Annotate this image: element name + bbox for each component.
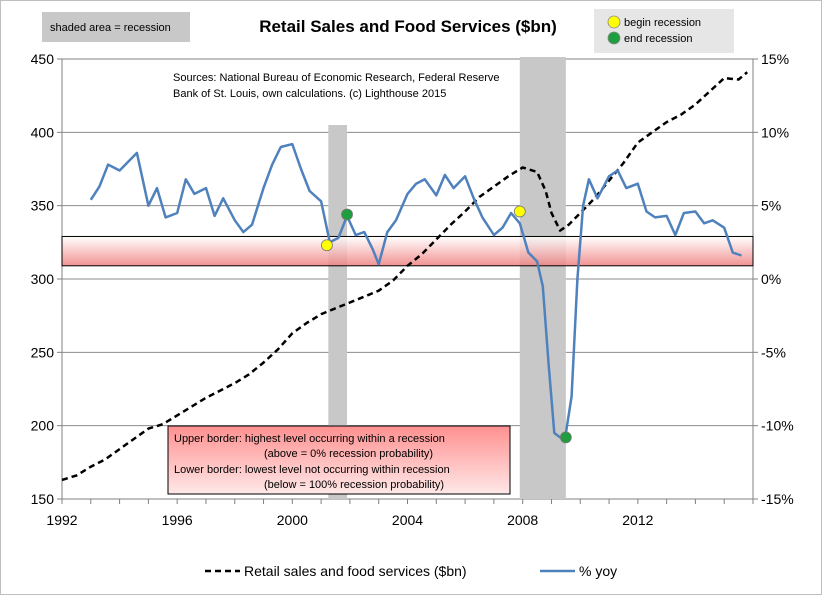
recession-shading — [328, 57, 566, 499]
left-tick-label: 400 — [31, 124, 55, 140]
recession-markers — [320, 205, 572, 444]
right-tick-label: -5% — [761, 344, 786, 360]
x-tick-label: 2008 — [507, 512, 538, 528]
x-tick-label: 2012 — [622, 512, 653, 528]
right-tick-label: 5% — [761, 198, 781, 214]
x-axis-ticks: 1992 1996 2000 2004 2008 2012 — [46, 499, 754, 528]
begin-recession-legend-text: begin recession — [624, 17, 701, 29]
left-tick-label: 450 — [31, 51, 55, 67]
retail-sales-line — [61, 71, 749, 482]
right-tick-label: -15% — [761, 491, 794, 507]
right-axis-ticks: -15% -10% -5% 0% 5% 10% 15% — [753, 51, 794, 507]
end-recession-marker — [341, 208, 353, 221]
shading-legend-text: shaded area = recession — [50, 22, 171, 34]
recession-shade — [519, 57, 566, 499]
band-note-box — [167, 425, 511, 495]
end-recession-legend-text: end recession — [624, 33, 693, 45]
end-recession-legend-icon — [607, 31, 621, 45]
series-layer — [61, 71, 749, 482]
yoy-line — [89, 142, 742, 439]
right-tick-label: 0% — [761, 271, 781, 287]
chart-title: Retail Sales and Food Services ($bn) — [259, 17, 557, 36]
recession-threshold-band — [61, 235, 754, 267]
band-note-line-4: (below = 100% recession probability) — [264, 479, 444, 491]
left-axis-ticks: 150 200 250 300 350 400 450 — [31, 51, 62, 507]
left-tick-label: 300 — [31, 271, 55, 287]
x-tick-label: 1992 — [46, 512, 77, 528]
yoy-legend-label: % yoy — [579, 563, 617, 579]
retail-sales-legend-label: Retail sales and food services ($bn) — [244, 563, 467, 579]
left-tick-label: 350 — [31, 198, 55, 214]
begin-recession-marker — [320, 239, 333, 252]
right-tick-label: -10% — [761, 418, 794, 434]
left-tick-label: 250 — [31, 344, 55, 360]
marker-legend-box — [594, 9, 734, 53]
band-note-line-2: (above = 0% recession probability) — [264, 448, 433, 460]
gridlines — [62, 131, 753, 427]
threshold-band — [61, 235, 754, 267]
right-tick-label: 10% — [761, 124, 789, 140]
end-recession-marker — [559, 431, 572, 444]
source-note-line-1: Sources: National Bureau of Economic Res… — [173, 72, 500, 84]
band-note-line-1: Upper border: highest level occurring wi… — [174, 433, 445, 445]
begin-recession-marker — [513, 205, 526, 218]
x-tick-label: 1996 — [162, 512, 193, 528]
begin-recession-legend-icon — [607, 15, 621, 29]
recession-shade — [328, 125, 348, 499]
shading-legend-box — [42, 12, 190, 42]
band-note-line-3: Lower border: lowest level not occurring… — [174, 464, 450, 476]
left-tick-label: 200 — [31, 418, 55, 434]
right-tick-label: 15% — [761, 51, 789, 67]
left-tick-label: 150 — [31, 491, 55, 507]
x-tick-label: 2004 — [392, 512, 423, 528]
x-tick-label: 2000 — [277, 512, 308, 528]
source-note-line-2: Bank of St. Louis, own calculations. (c)… — [173, 88, 446, 100]
